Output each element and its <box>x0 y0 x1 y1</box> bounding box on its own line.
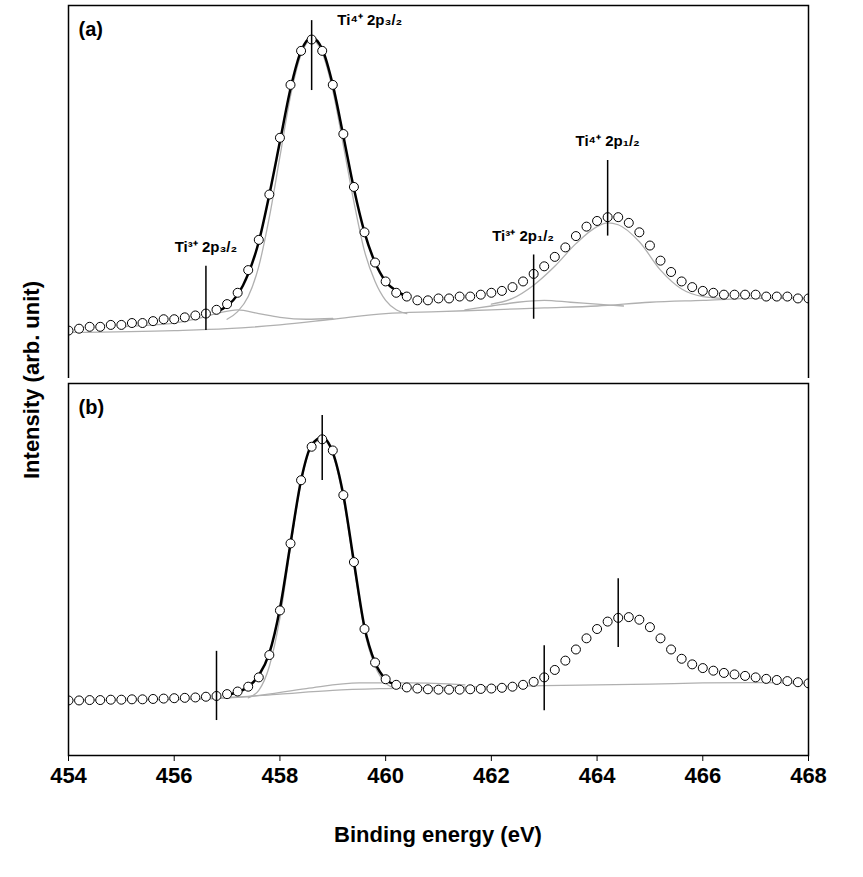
svg-text:(a): (a) <box>79 18 103 40</box>
svg-text:466: 466 <box>684 763 721 788</box>
svg-text:458: 458 <box>262 763 299 788</box>
svg-text:464: 464 <box>579 763 616 788</box>
svg-text:Ti³⁺ 2p₁/₂: Ti³⁺ 2p₁/₂ <box>492 227 554 244</box>
html-text:Intensity (arb. unit): Intensity (arb. unit) <box>19 281 44 479</box>
svg-text:468: 468 <box>790 763 827 788</box>
svg-text:Ti⁴⁺ 2p₁/₂: Ti⁴⁺ 2p₁/₂ <box>576 132 640 149</box>
svg-text:454: 454 <box>50 763 87 788</box>
svg-text:(b): (b) <box>79 396 105 418</box>
html-text:Binding energy (eV): Binding energy (eV) <box>334 822 542 847</box>
svg-text:Ti³⁺ 2p₃/₂: Ti³⁺ 2p₃/₂ <box>175 238 238 255</box>
svg-text:460: 460 <box>367 763 404 788</box>
svg-text:462: 462 <box>473 763 510 788</box>
svg-text:456: 456 <box>156 763 193 788</box>
svg-text:Ti⁴⁺ 2p₃/₂: Ti⁴⁺ 2p₃/₂ <box>337 11 402 28</box>
